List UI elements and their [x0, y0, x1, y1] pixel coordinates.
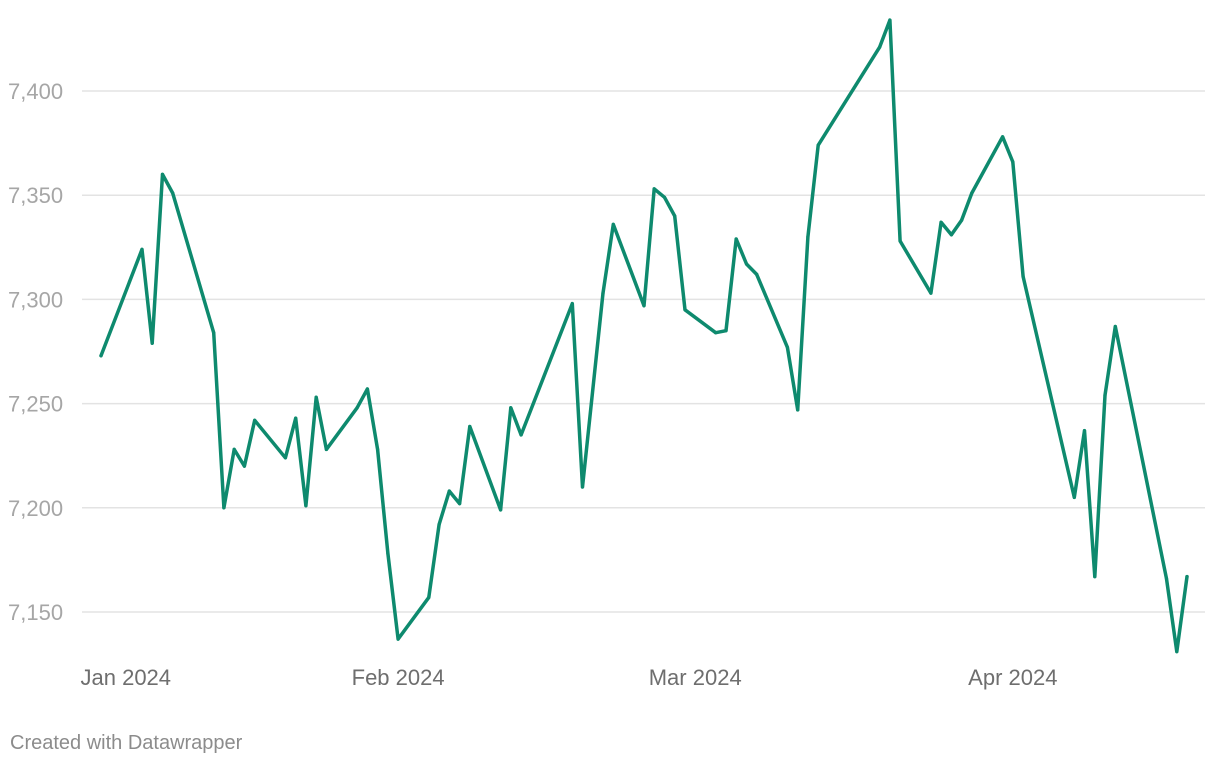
data-point: [1001, 135, 1005, 139]
y-axis-ticks: 7,400 7,350 7,300 7,250 7,200 7,150: [8, 79, 63, 625]
data-point: [1164, 577, 1169, 581]
data-point: [1175, 650, 1179, 654]
data-point: [1113, 324, 1117, 329]
data-point: [294, 416, 298, 420]
series-layer: [99, 18, 1189, 654]
data-point: [304, 504, 308, 508]
series-line: [99, 18, 1189, 654]
data-point: [519, 433, 523, 437]
data-point: [652, 187, 656, 191]
y-tick-label: 7,200: [8, 496, 63, 521]
x-tick-label: Mar 2024: [649, 665, 742, 690]
y-tick-label: 7,400: [8, 79, 63, 104]
data-point: [1082, 429, 1087, 433]
data-point: [970, 191, 974, 195]
data-point: [509, 406, 513, 410]
data-point: [611, 222, 615, 226]
credit-text: Created with Datawrapper: [10, 732, 243, 754]
data-point: [580, 485, 585, 489]
data-point: [949, 233, 954, 237]
data-point: [806, 235, 810, 239]
data-point: [458, 502, 462, 506]
data-point: [816, 143, 820, 147]
data-point: [960, 218, 964, 222]
y-tick-label: 7,350: [8, 183, 63, 208]
data-point: [1185, 575, 1189, 579]
data-point: [468, 424, 472, 429]
x-tick-label: Apr 2024: [968, 665, 1057, 690]
data-point: [437, 522, 441, 527]
data-point: [673, 214, 677, 218]
data-point: [99, 354, 103, 358]
data-point: [1021, 274, 1025, 279]
data-point: [314, 395, 318, 399]
data-point: [140, 247, 144, 251]
data-point: [796, 408, 800, 412]
data-point: [755, 272, 759, 276]
data-point: [929, 291, 933, 295]
data-point: [1103, 393, 1107, 397]
data-point: [222, 506, 226, 510]
x-tick-label: Feb 2024: [352, 665, 445, 690]
data-point: [888, 18, 892, 22]
data-point: [601, 291, 605, 295]
data-point: [1072, 495, 1076, 499]
data-point: [1011, 160, 1015, 164]
y-tick-label: 7,300: [8, 287, 63, 312]
y-tick-label: 7,250: [8, 392, 63, 417]
data-point: [724, 329, 728, 333]
data-point: [212, 331, 216, 335]
data-point: [785, 345, 790, 349]
data-point: [242, 464, 246, 468]
data-point: [714, 331, 718, 335]
data-point: [662, 195, 667, 199]
data-point: [734, 237, 738, 241]
data-point: [878, 45, 882, 49]
data-point: [150, 341, 154, 345]
data-point: [898, 239, 902, 243]
gridlines: [82, 90, 1205, 613]
data-point: [744, 262, 749, 266]
x-tick-label: Jan 2024: [81, 665, 172, 690]
data-point: [355, 406, 359, 410]
data-point: [642, 304, 646, 308]
data-point: [232, 447, 236, 451]
data-point: [253, 418, 257, 422]
data-point: [396, 637, 400, 641]
data-point: [283, 456, 287, 460]
data-point: [171, 191, 175, 195]
data-point: [499, 508, 503, 512]
data-point: [570, 302, 574, 306]
data-point: [1093, 575, 1097, 579]
data-point: [386, 552, 390, 556]
data-point: [939, 220, 943, 224]
data-point: [376, 447, 380, 451]
line-chart: 7,400 7,350 7,300 7,250 7,200 7,150 Jan 2024 F…: [8, 18, 1205, 690]
data-point: [365, 387, 369, 391]
data-point: [427, 595, 431, 600]
y-tick-label: 7,150: [8, 600, 63, 625]
x-axis-ticks: Jan 2024 Feb 2024 Mar 2024 Apr 2024: [81, 665, 1058, 690]
data-point: [447, 489, 451, 493]
data-point: [160, 172, 165, 176]
data-point: [683, 308, 687, 312]
data-point: [324, 447, 328, 451]
